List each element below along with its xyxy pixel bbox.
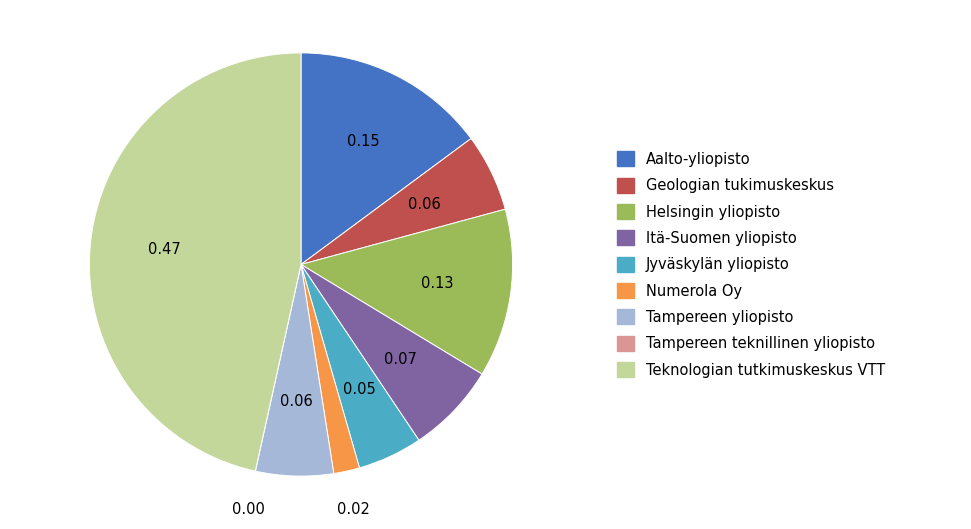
Text: 0.13: 0.13 (421, 276, 453, 291)
Wedge shape (301, 139, 505, 264)
Text: 0.06: 0.06 (281, 395, 313, 409)
Text: 0.00: 0.00 (232, 502, 265, 517)
Text: 0.47: 0.47 (148, 242, 181, 257)
Wedge shape (301, 264, 359, 473)
Wedge shape (301, 53, 471, 264)
Wedge shape (255, 264, 334, 476)
Text: 0.06: 0.06 (409, 197, 441, 212)
Text: 0.15: 0.15 (347, 134, 380, 149)
Wedge shape (301, 209, 513, 374)
Wedge shape (301, 264, 482, 440)
Wedge shape (89, 53, 301, 471)
Text: 0.02: 0.02 (337, 502, 370, 517)
Wedge shape (301, 264, 419, 468)
Text: 0.07: 0.07 (385, 352, 417, 367)
Legend: Aalto-yliopisto, Geologian tukimuskeskus, Helsingin yliopisto, Itä-Suomen yliopi: Aalto-yliopisto, Geologian tukimuskeskus… (610, 144, 892, 385)
Wedge shape (255, 264, 301, 471)
Text: 0.05: 0.05 (343, 382, 376, 397)
